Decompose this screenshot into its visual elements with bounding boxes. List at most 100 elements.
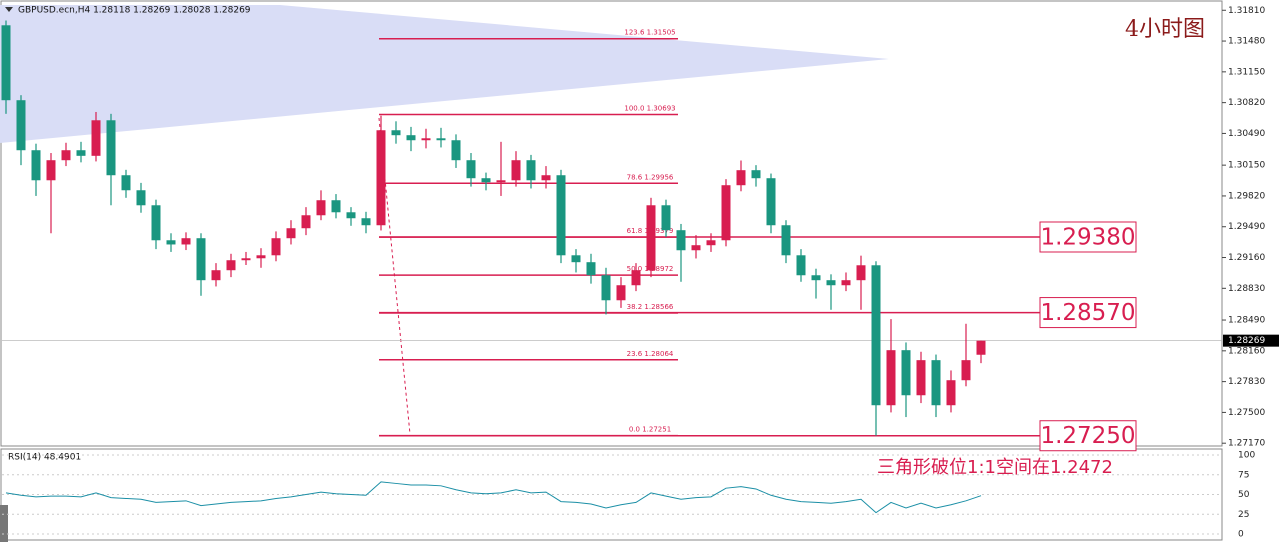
fib-label: 100.0 1.30693 xyxy=(624,104,675,112)
menu-arrow xyxy=(5,7,13,12)
rsi-label: RSI(14) 48.4901 xyxy=(8,453,81,463)
fib-label: 123.6 1.31505 xyxy=(624,29,675,37)
candle-body xyxy=(436,138,446,141)
candle-body xyxy=(676,230,686,251)
fib-label: 23.6 1.28064 xyxy=(627,350,674,358)
candle-body xyxy=(496,180,506,183)
candle-body xyxy=(541,175,551,181)
candle-body xyxy=(931,360,941,406)
y-tick-label: 1.27170 xyxy=(1228,439,1265,449)
level-box xyxy=(1039,221,1137,253)
y-tick-label: 1.29490 xyxy=(1228,222,1265,232)
target-note: 三角形破位1:1空间在1.2472 xyxy=(877,457,1113,478)
fib-label: 0.0 1.27251 xyxy=(629,426,671,434)
candle-body xyxy=(511,160,521,181)
candle-body xyxy=(646,205,656,271)
level-box xyxy=(1039,297,1137,329)
candle-body xyxy=(826,280,836,286)
candle-body xyxy=(151,205,161,241)
candle-body xyxy=(661,205,671,231)
candle-body xyxy=(811,275,821,281)
candle-body xyxy=(376,130,386,226)
candle-body xyxy=(901,350,911,396)
current-price-label: 1.28269 xyxy=(1228,336,1265,346)
y-tick-label: 1.31480 xyxy=(1228,37,1265,47)
candle-body xyxy=(916,360,926,396)
candle-body xyxy=(91,120,101,156)
candle-body xyxy=(766,178,776,226)
candle-body xyxy=(871,265,881,406)
candle-body xyxy=(346,212,356,219)
y-tick-label: 1.31150 xyxy=(1228,67,1265,77)
candle-body xyxy=(796,255,806,276)
y-tick-label: 1.28830 xyxy=(1228,284,1265,294)
candle-body xyxy=(586,262,596,276)
y-tick-label: 1.27500 xyxy=(1228,408,1265,418)
y-tick-label: 1.30150 xyxy=(1228,161,1265,171)
candle-body xyxy=(841,280,851,286)
level-box xyxy=(1039,420,1137,452)
candle-body xyxy=(61,150,71,161)
y-tick-label: 1.29160 xyxy=(1228,253,1265,263)
candle-body xyxy=(196,238,206,281)
y-tick-label: 1.30820 xyxy=(1228,98,1265,108)
candle-body xyxy=(406,135,416,141)
rsi-line xyxy=(5,481,982,514)
level-label: 1.28570 xyxy=(1040,300,1135,326)
rsi-tick-label: 50 xyxy=(1238,490,1250,500)
candle-body xyxy=(361,218,371,226)
fib-trendline xyxy=(378,117,411,435)
candle-body xyxy=(391,130,401,136)
candle-body xyxy=(331,200,341,213)
candle-body xyxy=(601,275,611,301)
candle-body xyxy=(856,265,866,281)
candle-body xyxy=(46,160,56,181)
candle-body xyxy=(181,238,191,245)
level-label: 1.29380 xyxy=(1040,224,1135,250)
candle-body xyxy=(466,160,476,179)
candle-body xyxy=(736,170,746,186)
candle-body xyxy=(706,240,716,246)
y-tick-label: 1.28490 xyxy=(1228,316,1265,326)
candle-body xyxy=(1,25,11,101)
candle-body xyxy=(631,270,641,286)
candle-body xyxy=(751,170,761,179)
candle-body xyxy=(166,240,176,245)
candle-body xyxy=(481,178,491,183)
candle-body xyxy=(256,255,266,259)
rsi-tick-label: 25 xyxy=(1238,510,1249,520)
candle-body xyxy=(106,120,116,176)
candle-body xyxy=(316,200,326,216)
candle-body xyxy=(136,190,146,206)
candle-body xyxy=(271,238,281,256)
candle-body xyxy=(286,228,296,239)
candle-body xyxy=(451,140,461,161)
candle-body xyxy=(31,150,41,181)
candle-body xyxy=(976,340,986,355)
candle-body xyxy=(16,100,26,151)
candle-body xyxy=(76,150,86,156)
y-tick-label: 1.30490 xyxy=(1228,129,1265,139)
candle-body xyxy=(421,138,431,141)
y-tick-label: 1.31810 xyxy=(1228,6,1265,16)
level-label: 1.27250 xyxy=(1040,423,1135,449)
fib-label: 78.6 1.29956 xyxy=(627,173,674,181)
fib-label: 38.2 1.28566 xyxy=(627,303,674,311)
candle-body xyxy=(961,360,971,381)
y-tick-label: 1.27830 xyxy=(1228,377,1265,387)
y-tick-label: 1.29820 xyxy=(1228,191,1265,201)
candle-body xyxy=(616,285,626,301)
symbol-header: GBPUSD.ecn,H4 1.28118 1.28269 1.28028 1.… xyxy=(18,6,251,16)
rsi-tick-label: 75 xyxy=(1238,470,1249,480)
candle-body xyxy=(781,225,791,256)
y-tick-label: 1.28160 xyxy=(1228,346,1265,356)
rsi-tick-label: 0 xyxy=(1238,530,1244,540)
candle-body xyxy=(301,215,311,229)
candle-body xyxy=(556,175,566,256)
candle-body xyxy=(946,380,956,406)
candle-body xyxy=(571,255,581,263)
scroll-handle[interactable] xyxy=(0,505,8,542)
candle-body xyxy=(241,258,251,261)
candle-body xyxy=(691,245,701,251)
candle-body xyxy=(211,270,221,281)
